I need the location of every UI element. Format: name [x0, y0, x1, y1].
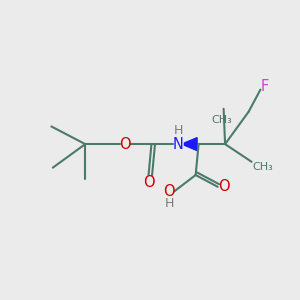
Text: O: O — [119, 136, 131, 152]
Text: O: O — [163, 184, 175, 199]
Text: O: O — [143, 175, 154, 190]
Text: CH₃: CH₃ — [252, 162, 273, 172]
Text: O: O — [218, 179, 230, 194]
Text: H: H — [173, 124, 183, 137]
Polygon shape — [184, 138, 197, 151]
Text: N: N — [172, 136, 183, 152]
Text: H: H — [164, 197, 174, 210]
Text: F: F — [261, 79, 269, 94]
Text: CH₃: CH₃ — [212, 115, 232, 125]
